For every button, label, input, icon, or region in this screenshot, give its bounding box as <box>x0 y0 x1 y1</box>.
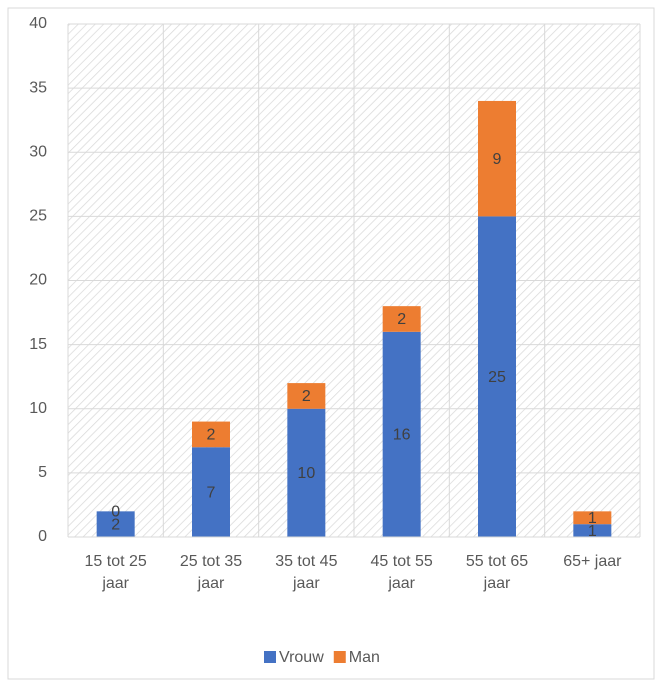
data-label: 9 <box>493 151 502 168</box>
bar-segment <box>573 511 612 525</box>
y-tick-label: 40 <box>29 15 47 32</box>
x-tick-label: 15 tot 25 jaar <box>84 553 147 592</box>
bar-segment <box>287 383 326 409</box>
data-label: 0 <box>111 504 120 521</box>
legend-swatch <box>264 651 276 663</box>
data-label: 10 <box>297 465 315 482</box>
y-tick-label: 15 <box>29 336 47 353</box>
bar-segment <box>192 421 230 448</box>
bar-segment <box>382 306 421 332</box>
bar-segment <box>192 447 230 537</box>
y-tick-label: 25 <box>29 208 47 225</box>
legend-label: Vrouw <box>279 649 324 666</box>
data-label: 2 <box>111 516 120 533</box>
y-tick-label: 20 <box>29 272 47 289</box>
chart-border <box>7 7 655 680</box>
legend-label: Man <box>349 649 380 666</box>
x-tick-label: 35 tot 45 jaar <box>275 553 338 592</box>
data-label: 7 <box>207 484 216 501</box>
legend-swatch <box>333 651 346 663</box>
data-label: 2 <box>302 388 311 405</box>
bar-segment <box>382 331 421 537</box>
x-tick-label: 25 tot 35 jaar <box>179 553 243 592</box>
x-tick-label: 45 tot 55 jaar <box>370 553 433 592</box>
y-tick-label: 30 <box>29 143 47 160</box>
bar-segment <box>96 511 135 537</box>
y-tick-label: 10 <box>29 400 47 417</box>
x-tick-label: 65+ jaar <box>563 553 622 570</box>
data-label: 1 <box>588 510 597 527</box>
data-label: 1 <box>588 523 597 540</box>
bar-segment <box>478 216 516 537</box>
bar-segment <box>287 408 326 537</box>
y-tick-label: 0 <box>38 528 47 545</box>
data-label: 2 <box>397 311 406 328</box>
y-tick-label: 35 <box>29 79 47 96</box>
data-label: 25 <box>488 369 506 386</box>
y-tick-label: 5 <box>38 464 47 481</box>
data-label: 2 <box>207 427 216 444</box>
bar-segment <box>478 100 516 217</box>
data-label: 16 <box>393 427 411 444</box>
bar-segment <box>573 524 612 537</box>
x-tick-label: 55 tot 65 jaar <box>465 553 529 592</box>
